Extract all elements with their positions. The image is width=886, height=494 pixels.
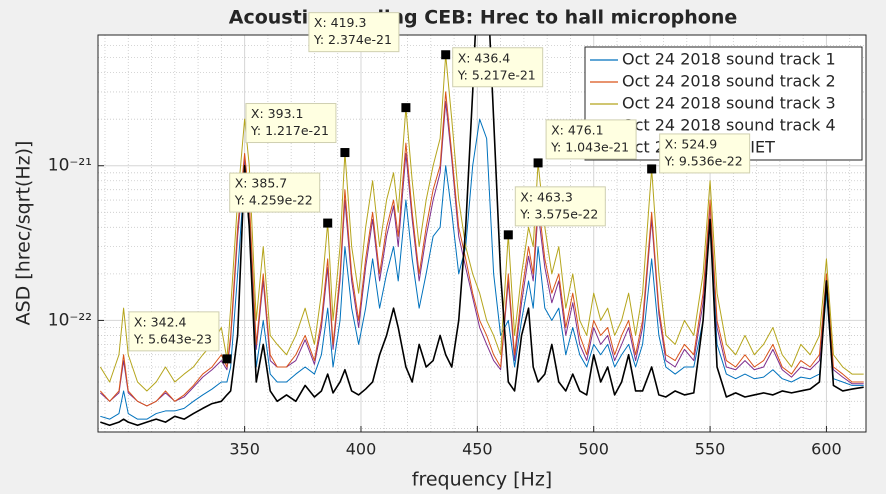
datatip-y: Y: 1.217e-21 [250, 123, 329, 138]
y-tick-label: 10⁻²² [48, 310, 92, 330]
datatip-box [659, 133, 751, 174]
legend-label: Oct 24 2018 sound track 4 [622, 116, 836, 135]
x-axis-label: frequency [Hz] [412, 469, 552, 491]
datatip-marker [533, 158, 543, 168]
datatip-y: Y: 3.575e-22 [519, 206, 598, 221]
datatip-marker [222, 354, 232, 364]
datatip-x: X: 385.7 [235, 176, 288, 191]
datatip-x: X: 524.9 [665, 136, 718, 151]
y-axis-label: ASD [hrec/sqrt(Hz)] [13, 141, 35, 326]
x-tick-label: 500 [578, 440, 609, 459]
datatip-box [229, 172, 321, 213]
datatip-y: Y: 5.643e-23 [133, 331, 212, 346]
series-line [99, 54, 864, 392]
datatip-box [545, 119, 637, 160]
legend-label: Oct 24 2018 sound track 2 [622, 72, 836, 91]
axes-box [97, 34, 867, 433]
series-line [100, 35, 864, 427]
series-line [99, 91, 864, 407]
x-tick-label: 600 [811, 440, 842, 459]
datatip-marker [441, 50, 451, 60]
datatip-box [128, 311, 220, 352]
chart-title: Acoustic coupling CEB: Hrec to hall micr… [229, 7, 738, 29]
datatip-box [514, 186, 606, 227]
datatip-y: Y: 1.043e-21 [550, 139, 629, 154]
datatip-box [245, 103, 337, 144]
lines [99, 35, 864, 427]
datatip-x: X: 436.4 [458, 50, 511, 65]
datatip-x: X: 342.4 [134, 314, 187, 329]
x-tick-label: 350 [229, 440, 260, 459]
datatip-y: Y: 4.259e-22 [234, 193, 313, 208]
datatip-box [452, 47, 544, 88]
datatip-x: X: 476.1 [551, 122, 604, 137]
datatip-y: Y: 5.217e-21 [457, 67, 536, 82]
datatip-x: X: 463.3 [520, 189, 573, 204]
x-tick-label: 400 [346, 440, 377, 459]
legend-label: Oct 24 2018 sound track 3 [622, 94, 836, 113]
y-tick-label: 10⁻²¹ [48, 156, 92, 176]
datatip-marker [647, 164, 657, 174]
datatip-marker [503, 230, 513, 240]
datatip-marker [340, 148, 350, 158]
datatip-box [308, 12, 400, 53]
x-tick-label: 550 [695, 440, 726, 459]
datatip-x: X: 393.1 [251, 106, 304, 121]
datatip-marker [323, 218, 333, 228]
datatip-marker [401, 103, 411, 113]
legend-label: Oct 24 2018 sound track 1 [622, 50, 836, 69]
datatip-y: Y: 9.536e-22 [664, 153, 743, 168]
x-tick-label: 450 [462, 440, 493, 459]
datatip-y: Y: 2.374e-21 [313, 32, 392, 47]
datatip-x: X: 419.3 [314, 15, 367, 30]
